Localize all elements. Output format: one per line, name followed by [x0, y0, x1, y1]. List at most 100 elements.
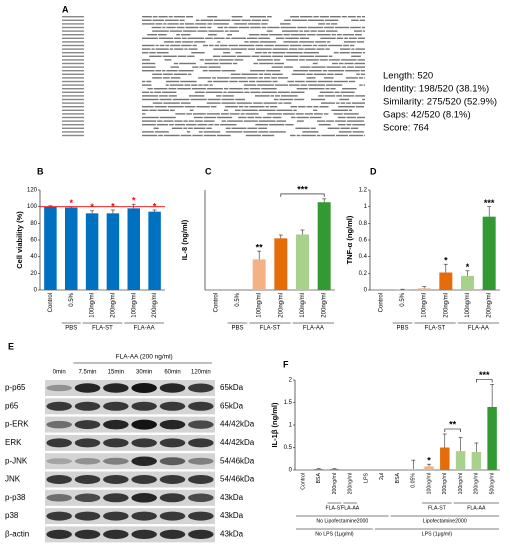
seq-text [258, 120, 276, 122]
seq-text [328, 55, 333, 57]
y-tick-label: 1 [364, 204, 368, 210]
seq-text [280, 95, 298, 97]
group-label: FLA-AA [467, 505, 486, 511]
seq-text [203, 131, 221, 133]
seq-text [228, 26, 238, 29]
seq-text [355, 95, 365, 97]
seq-text [318, 124, 331, 126]
seq-text [261, 26, 267, 29]
seq-text [312, 44, 318, 47]
seq-text [348, 37, 357, 39]
seq-text [194, 120, 203, 122]
seq-text [155, 48, 169, 50]
group-label: FLA-ST [428, 505, 447, 511]
alignment-stat: Identity: 198/520 (38.1%) [383, 84, 489, 95]
seq-text [283, 34, 290, 36]
seq-text [208, 70, 221, 72]
seq-text [182, 41, 194, 43]
seq-text [266, 70, 281, 72]
seq-text [249, 16, 267, 18]
seq-text [190, 98, 207, 101]
seq-text [269, 106, 278, 108]
y-tick-label: 20 [30, 271, 37, 277]
bar [274, 238, 288, 290]
seq-text [142, 120, 157, 122]
seq-text [162, 55, 177, 57]
blot-row-label: p-p65 [5, 383, 26, 392]
seq-text [207, 80, 213, 83]
seq-text [158, 16, 168, 18]
seq-text [155, 70, 162, 72]
seq-text [271, 66, 283, 68]
seq-name [62, 80, 84, 83]
seq-text [181, 44, 192, 47]
panel-letter: E [8, 341, 14, 351]
seq-text [223, 88, 229, 90]
blot-band [103, 493, 129, 503]
x-tick-label: BSA [316, 472, 322, 483]
seq-text [147, 88, 153, 90]
seq-text [296, 134, 301, 137]
seq-text [258, 37, 270, 39]
seq-text [214, 124, 220, 126]
seq-text [163, 23, 167, 25]
blot-band [159, 529, 186, 540]
seq-text [285, 37, 299, 39]
bar [440, 447, 450, 470]
seq-text [221, 120, 227, 122]
seq-text [258, 77, 264, 79]
seq-name [62, 55, 84, 57]
seq-text [340, 48, 351, 50]
seq-text [293, 70, 308, 72]
group-label: PBS [396, 326, 408, 332]
seq-name [62, 106, 84, 108]
seq-text [285, 124, 294, 126]
seq-text [223, 52, 231, 54]
seq-text [250, 70, 266, 72]
seq-text [213, 59, 218, 61]
x-tick-label: 200ng/ml [474, 473, 480, 494]
seq-text [213, 80, 229, 83]
seq-name [62, 95, 84, 97]
blot-band [103, 419, 129, 430]
seq-text [318, 23, 326, 25]
seq-text [284, 19, 291, 21]
blot-band [188, 420, 214, 429]
seq-text [274, 62, 285, 65]
seq-text [309, 116, 322, 119]
seq-text [291, 19, 307, 21]
seq-text [241, 19, 251, 21]
seq-text [219, 62, 232, 65]
seq-text [354, 62, 365, 65]
seq-text [152, 77, 162, 79]
seq-text [349, 44, 355, 47]
blot-row-label: p65 [5, 401, 19, 410]
blot-band [103, 529, 129, 540]
seq-text [262, 116, 272, 119]
bar [439, 272, 453, 290]
seq-text [156, 124, 169, 126]
seq-text [203, 134, 216, 137]
seq-text [339, 52, 350, 54]
seq-text [227, 91, 244, 93]
y-tick-label: 1 [289, 423, 293, 429]
blot-row-size: 65kDa [220, 401, 244, 410]
seq-text [142, 84, 152, 86]
seq-text [193, 116, 203, 119]
seq-text [170, 109, 175, 111]
seq-text [347, 66, 354, 68]
significance-label: ** [449, 419, 457, 429]
seq-text [317, 80, 333, 83]
seq-text [193, 127, 206, 129]
seq-text [174, 48, 184, 50]
seq-text [255, 44, 264, 47]
blot-band [46, 458, 72, 465]
seq-text [216, 116, 233, 119]
seq-text [206, 127, 212, 129]
seq-text [209, 44, 214, 47]
seq-text [235, 98, 245, 101]
seq-text [206, 102, 221, 104]
seq-text [157, 109, 170, 111]
seq-text [341, 66, 347, 68]
